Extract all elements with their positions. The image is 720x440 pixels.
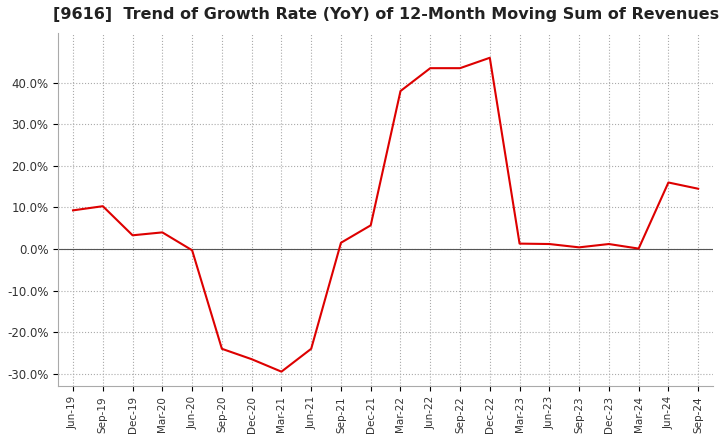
Title: [9616]  Trend of Growth Rate (YoY) of 12-Month Moving Sum of Revenues: [9616] Trend of Growth Rate (YoY) of 12-… xyxy=(53,7,719,22)
